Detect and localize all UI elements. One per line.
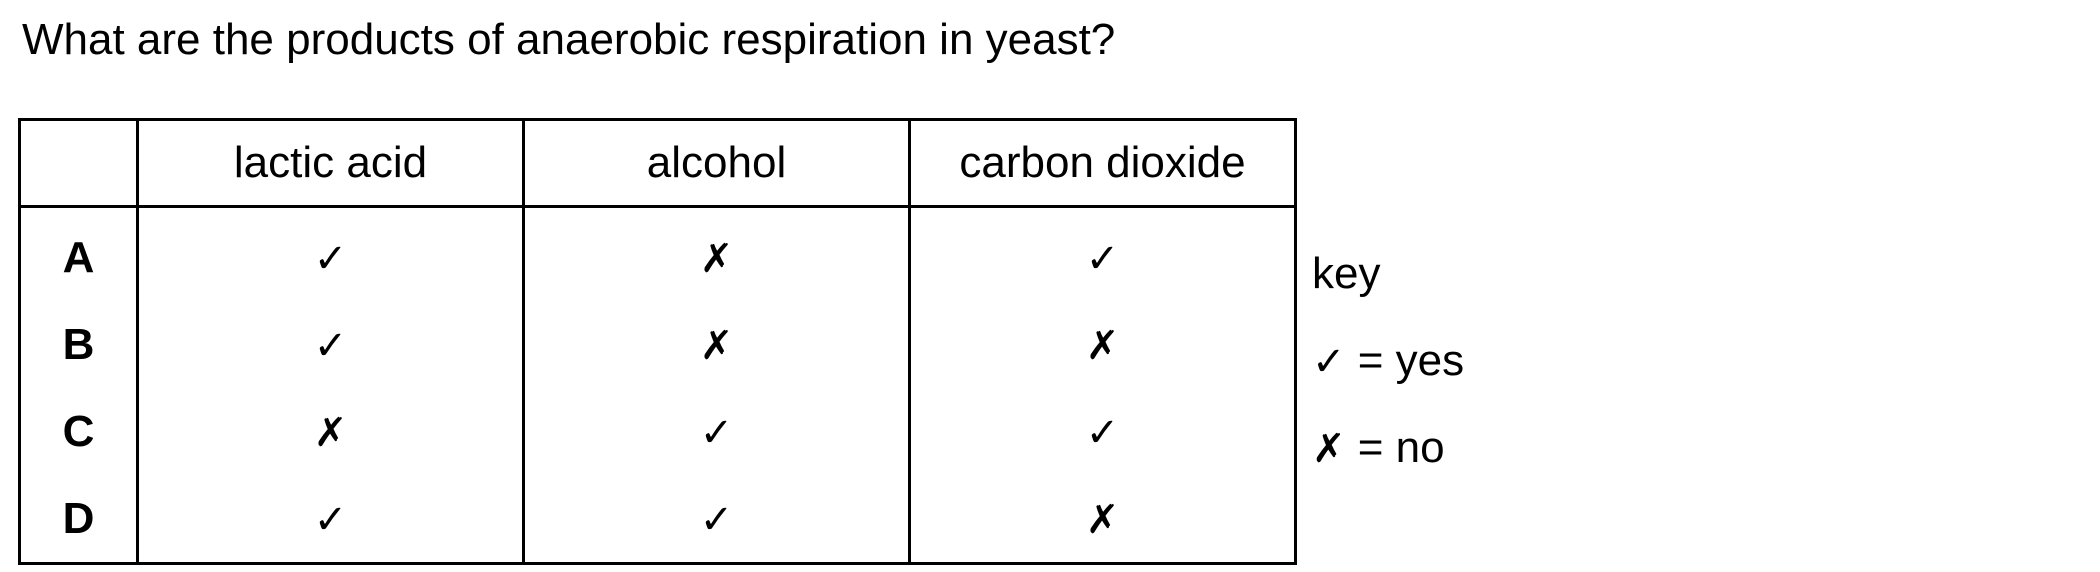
option-b-alcohol-mark: ✗ — [699, 322, 734, 369]
option-label-c: C — [18, 388, 139, 475]
option-label-b: B — [18, 301, 139, 388]
key-title: key — [1312, 249, 1381, 298]
option-a-lactic-acid-mark: ✓ — [313, 235, 348, 282]
option-a-carbon-dioxide-mark: ✓ — [1085, 235, 1120, 282]
option-label-d: D — [18, 475, 139, 564]
key-yes-entry: ✓ = yes — [1312, 317, 1464, 404]
option-b-carbon-dioxide-mark: ✗ — [1085, 322, 1120, 369]
option-c-carbon-dioxide-mark: ✓ — [1085, 409, 1120, 456]
key-no-entry: ✗ = no — [1312, 404, 1464, 491]
option-label-a: A — [18, 206, 139, 301]
key-yes-text: = yes — [1345, 336, 1465, 385]
table-row: B ✓ ✗ ✗ — [18, 301, 1297, 388]
table-row: A ✓ ✗ ✓ — [18, 206, 1297, 301]
header-cell-blank — [18, 118, 139, 208]
cross-mark-icon: ✗ — [1312, 426, 1346, 472]
key-no-text: = no — [1345, 423, 1445, 472]
option-b-lactic-acid-mark: ✓ — [313, 322, 348, 369]
option-d-alcohol-mark: ✓ — [699, 496, 734, 543]
check-mark-icon: ✓ — [1312, 339, 1346, 385]
header-cell-carbon-dioxide: carbon dioxide — [908, 118, 1297, 208]
question-text: What are the products of anaerobic respi… — [22, 15, 1116, 64]
option-a-alcohol-mark: ✗ — [699, 235, 734, 282]
table-row: C ✗ ✓ ✓ — [18, 388, 1297, 475]
table-row: D ✓ ✓ ✗ — [18, 475, 1297, 564]
option-c-lactic-acid-mark: ✗ — [313, 409, 348, 456]
key-legend: key ✓ = yes ✗ = no — [1312, 230, 1464, 491]
option-d-lactic-acid-mark: ✓ — [313, 496, 348, 543]
option-d-carbon-dioxide-mark: ✗ — [1085, 496, 1120, 543]
table-header-row: lactic acid alcohol carbon dioxide — [18, 118, 1297, 208]
header-cell-alcohol: alcohol — [522, 118, 911, 208]
option-c-alcohol-mark: ✓ — [699, 409, 734, 456]
header-cell-lactic-acid: lactic acid — [136, 118, 525, 208]
answer-options-table: lactic acid alcohol carbon dioxide A ✓ ✗… — [18, 118, 1297, 565]
